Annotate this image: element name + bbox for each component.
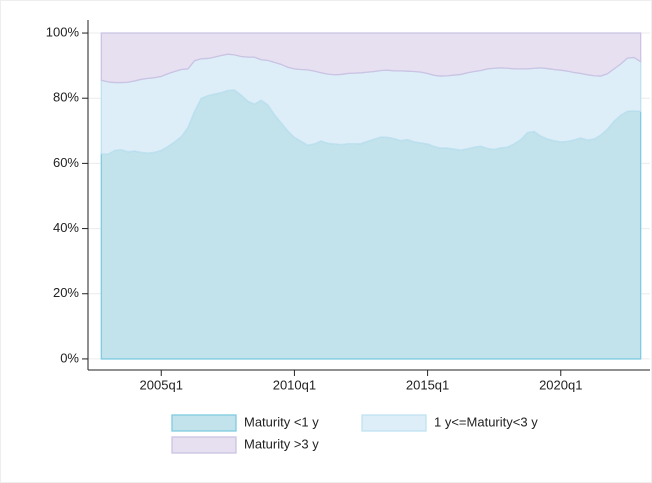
- legend-swatch: [361, 414, 427, 432]
- x-tick-label: 2015q1: [406, 377, 449, 392]
- legend-label: Maturity >3 y: [244, 436, 319, 451]
- legend-label: Maturity <1 y: [244, 414, 319, 429]
- y-tick-label: 80%: [53, 90, 79, 105]
- legend-swatch: [171, 436, 237, 454]
- legend-swatch: [171, 414, 237, 432]
- y-tick-label: 20%: [53, 285, 79, 300]
- x-tick-label: 2010q1: [273, 377, 316, 392]
- y-tick-label: 100%: [46, 24, 80, 39]
- x-tick-label: 2020q1: [539, 377, 582, 392]
- y-tick-label: 40%: [53, 220, 79, 235]
- area: [100, 32, 642, 84]
- x-tick-label: 2005q1: [140, 377, 183, 392]
- legend-label: 1 y<=Maturity<3 y: [434, 414, 538, 429]
- y-tick-label: 60%: [53, 155, 79, 170]
- y-tick-label: 0%: [60, 350, 79, 365]
